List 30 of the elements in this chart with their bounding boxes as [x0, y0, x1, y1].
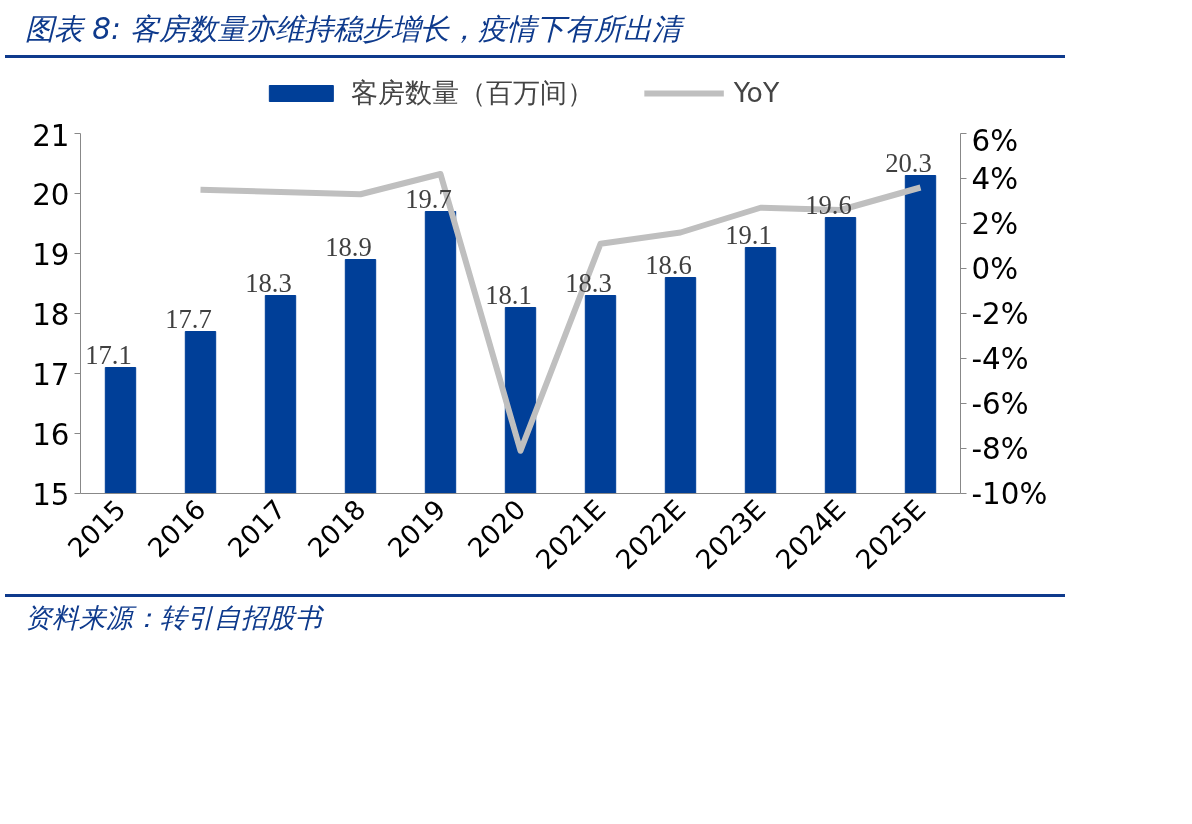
- y-tick-label: 20: [32, 177, 70, 212]
- data-label: 18.3: [245, 267, 292, 298]
- data-label: 17.1: [85, 339, 132, 370]
- y2-tick-label: 0%: [971, 251, 1019, 286]
- data-label: 18.1: [485, 279, 532, 310]
- data-label: 19.1: [725, 219, 772, 250]
- legend-label: YoY: [733, 77, 780, 109]
- data-label: 19.6: [805, 189, 852, 220]
- text: 资料来源：转引自招股书: [25, 600, 322, 635]
- y2-tick-label: -2%: [971, 296, 1029, 331]
- data-label: 18.3: [565, 267, 612, 298]
- y-tick-label: 19: [32, 237, 70, 272]
- y2-tick-label: -10%: [971, 476, 1048, 511]
- y2-tick-label: 2%: [971, 206, 1019, 241]
- y-tick-label: 16: [32, 417, 70, 452]
- data-label: 17.7: [165, 303, 212, 334]
- data-label: 18.9: [325, 231, 372, 262]
- y2-tick-label: -4%: [971, 341, 1029, 376]
- data-label: 19.7: [405, 183, 452, 214]
- y-tick-label: 17: [32, 357, 70, 392]
- y2-tick-label: 6%: [971, 123, 1019, 158]
- y-tick-label: 15: [32, 477, 70, 512]
- data-label: 20.3: [885, 147, 932, 178]
- y2-tick-label: -8%: [971, 431, 1029, 466]
- y2-tick-label: 4%: [971, 161, 1019, 196]
- legend-label: 客房数量（百万间）: [350, 75, 594, 110]
- y2-tick-label: -6%: [971, 386, 1029, 421]
- y-tick-label: 18: [32, 297, 70, 332]
- data-label: 18.6: [645, 249, 692, 280]
- y-tick-label: 21: [32, 118, 70, 153]
